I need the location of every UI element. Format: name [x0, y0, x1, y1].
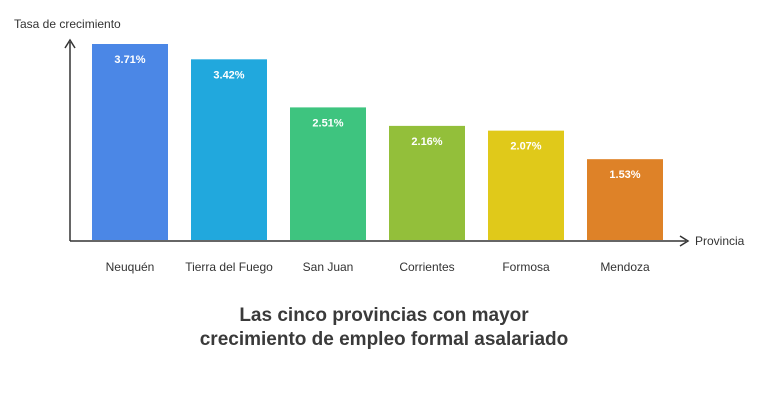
- y-axis-arrow-icon: [64, 38, 76, 49]
- bars: [92, 44, 663, 240]
- x-tick-labels: Neuquén Tierra del Fuego San Juan Corriente…: [106, 260, 650, 274]
- data-label-2: 3.42%: [213, 69, 244, 81]
- data-labels: 3.71% 3.42% 2.51% 2.16% 2.07% 1.53%: [114, 54, 640, 181]
- data-label-6: 1.53%: [609, 169, 640, 181]
- x-tick-label-1: Neuquén: [106, 260, 155, 274]
- y-axis-label: Tasa de crecimiento: [14, 17, 121, 31]
- x-tick-label-5: Formosa: [502, 260, 550, 274]
- bar-2: [191, 59, 267, 240]
- bar-4: [389, 125, 465, 240]
- data-label-5: 2.07%: [510, 141, 541, 153]
- x-axis-arrow-icon: [679, 235, 690, 247]
- data-label-3: 2.51%: [312, 117, 343, 129]
- chart-title: Las cinco provincias con mayor crecimien…: [199, 305, 569, 350]
- x-tick-label-6: Mendoza: [600, 260, 650, 274]
- bar-6: [587, 159, 663, 240]
- axes: Tasa de crecimiento Provincia: [14, 17, 745, 248]
- x-axis-label: Provincia: [695, 234, 745, 248]
- bar-1: [92, 44, 168, 240]
- bar-5: [488, 130, 564, 240]
- data-label-1: 3.71%: [114, 54, 145, 66]
- x-tick-label-3: San Juan: [303, 260, 354, 274]
- x-tick-label-4: Corrientes: [399, 260, 454, 274]
- x-tick-label-2: Tierra del Fuego: [185, 260, 273, 274]
- bar-3: [290, 107, 366, 240]
- data-label-4: 2.16%: [411, 136, 442, 148]
